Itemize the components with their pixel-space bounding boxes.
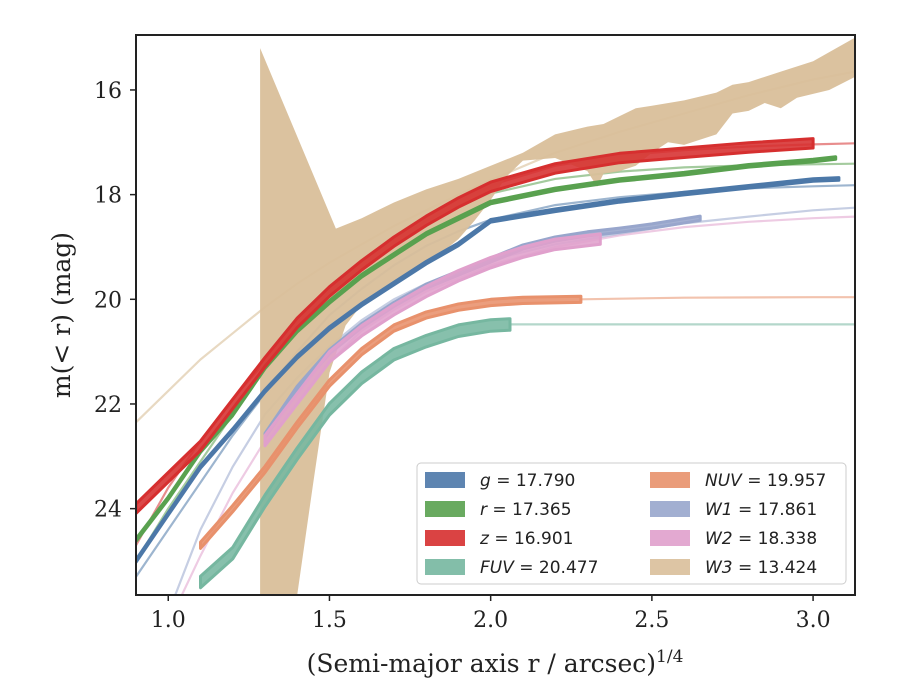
legend-label-z: z = 16.901 [479,529,573,549]
x-axis-label-exponent: 1/4 [656,647,683,667]
legend-swatch-W3 [650,559,690,575]
y-tick-label: 16 [94,79,122,104]
axes: 1.0 1.5 2.0 2.5 3.0 16 18 20 22 24 [94,79,831,633]
x-tick-label: 1.5 [312,608,347,633]
legend-label-r: r = 17.365 [480,500,572,520]
x-tick-label: 2.5 [634,608,669,633]
model-curve-W2 [180,215,855,595]
model-curve-W3 [136,70,855,424]
band-NUV [199,294,583,550]
band-z [136,137,815,515]
legend-label-W1: W1 = 17.861 [705,500,817,520]
plot-frame [135,34,856,596]
legend-swatch-r [425,501,465,517]
band-W3 [260,37,855,595]
band-FUV [199,317,512,590]
x-tick-label: 3.0 [796,608,831,633]
legend-label-W3: W3 = 13.424 [705,558,817,578]
model-curve-W1 [174,206,855,595]
y-tick-label: 18 [94,184,122,209]
legend-label-g: g = 17.790 [480,471,575,491]
band-W2 [263,232,602,448]
plot-area [136,37,855,595]
band-r [136,155,838,543]
x-axis-label: (Semi-major axis r / arcsec)1/4 [307,647,684,678]
legend-swatch-W1 [650,501,690,517]
legend-label-NUV: NUV = 19.957 [705,471,826,491]
legend: g = 17.790 r = 17.365 z = 16.901 FUV = 20.4… [416,462,847,585]
y-axis-label: m(< r) (mag) [47,232,76,398]
legend-swatch-FUV [425,559,465,575]
band-g [136,176,841,564]
legend-swatch-NUV [650,472,690,488]
x-tick-label: 2.0 [473,608,508,633]
y-tick-label: 24 [94,498,122,523]
legend-swatch-z [425,530,465,546]
legend-swatch-W2 [650,530,690,546]
legend-label-W2: W2 = 18.338 [705,529,817,549]
legend-label-FUV: FUV = 20.477 [480,558,598,578]
x-axis-label-text: (Semi-major axis r / arcsec) [307,649,656,678]
legend-swatch-g [425,472,465,488]
model-curve-NUV [580,296,855,301]
x-tick-label: 1.0 [151,608,186,633]
y-tick-label: 20 [94,288,122,313]
legend-box [416,462,847,585]
y-tick-label: 22 [94,393,122,418]
